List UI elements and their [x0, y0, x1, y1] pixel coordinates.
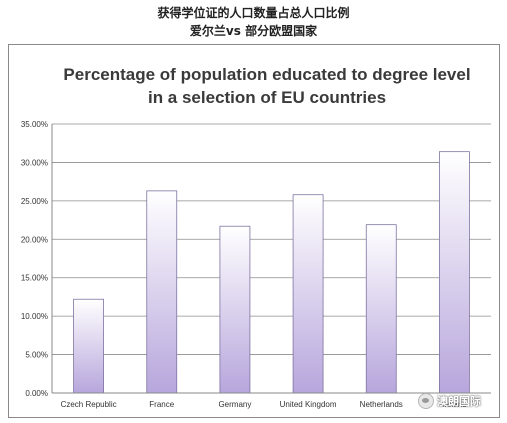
- y-tick-label: 30.00%: [21, 158, 48, 167]
- x-category-label: Germany: [218, 400, 251, 409]
- y-tick-label: 25.00%: [21, 197, 48, 206]
- y-tick-label: 35.00%: [21, 120, 48, 129]
- watermark-text: 澳朗国际: [437, 395, 481, 408]
- bar-ireland: [439, 151, 470, 394]
- bar-germany: [219, 225, 251, 394]
- y-tick-label: 10.00%: [21, 312, 48, 321]
- x-category-label: United Kingdom: [280, 400, 337, 409]
- x-axis-categories: Czech Republic France Germany United Kingdo…: [61, 400, 467, 409]
- y-tick-label: 15.00%: [21, 274, 48, 283]
- y-tick-label: 0.00%: [25, 389, 48, 398]
- chart-title-line2: in a selection of EU countries: [148, 88, 386, 107]
- y-tick-label: 5.00%: [25, 351, 48, 360]
- header-title-line1: 获得学位证的人口数量占总人口比例: [157, 6, 350, 20]
- bar-netherlands: [365, 224, 397, 394]
- watermark: 澳朗国际: [418, 393, 481, 409]
- wechat-icon: [418, 393, 434, 409]
- header-title-line2: 爱尔兰vs 部分欧盟国家: [189, 24, 318, 38]
- x-category-label: France: [149, 400, 174, 409]
- bar-united-kingdom: [292, 194, 324, 394]
- bar-chart: Percentage of population educated to deg…: [21, 65, 491, 409]
- gridlines: [52, 123, 491, 394]
- y-tick-label: 20.00%: [21, 235, 48, 244]
- bar-czech-republic: [73, 298, 104, 394]
- x-category-label: Czech Republic: [61, 400, 117, 409]
- bar-france: [146, 190, 178, 394]
- chart-title-line1: Percentage of population educated to deg…: [63, 65, 470, 84]
- bars: [73, 151, 470, 394]
- x-category-label: Netherlands: [360, 400, 403, 409]
- chart-frame: Percentage of population educated to deg…: [8, 44, 500, 418]
- x-category-label: Ireland: [442, 400, 466, 409]
- y-axis-ticks: 0.00% 5.00% 10.00% 15.00% 20.00% 25.00% 30.00%…: [21, 120, 48, 398]
